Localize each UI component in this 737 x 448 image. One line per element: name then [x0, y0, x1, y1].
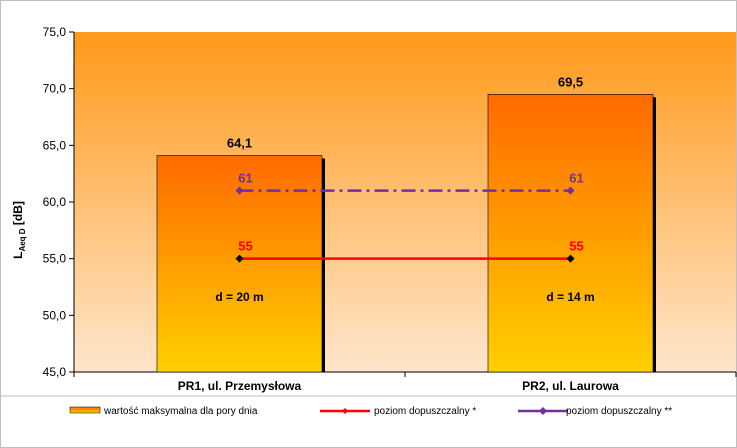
- legend-marker: [539, 407, 547, 415]
- y-tick-label: 65,0: [43, 138, 67, 152]
- legend-label: poziom dopuszczalny **: [566, 406, 672, 417]
- y-tick-label: 45,0: [43, 365, 67, 379]
- legend-label: wartość maksymalna dla pory dnia: [103, 406, 258, 417]
- limit-value-label: 55: [569, 239, 583, 254]
- limit-marker: [235, 254, 244, 263]
- limit-value-label: 55: [238, 239, 252, 254]
- y-axis-title: LAeq D [dB]: [11, 201, 27, 259]
- bar-value-label: 64,1: [227, 136, 252, 151]
- bar-value-label: 69,5: [558, 74, 583, 89]
- y-tick-label: 55,0: [43, 252, 67, 266]
- y-tick-label: 60,0: [43, 195, 67, 209]
- y-tick-label: 70,0: [43, 82, 67, 96]
- bar: [487, 94, 654, 373]
- limit-value-label: 61: [238, 171, 252, 186]
- y-tick-label: 75,0: [43, 25, 67, 39]
- legend-swatch-bar: [69, 406, 101, 414]
- legend: wartość maksymalna dla pory dnia poziom d…: [0, 395, 737, 417]
- limit-marker: [566, 186, 575, 195]
- legend-label: poziom dopuszczalny *: [374, 406, 476, 417]
- y-tick-label: 50,0: [43, 308, 67, 322]
- x-tick-label: PR2, ul. Laurowa: [522, 379, 619, 393]
- limit-marker: [566, 254, 575, 263]
- limit-marker: [235, 186, 244, 195]
- limit-value-label: 61: [569, 171, 583, 186]
- bar-note: d = 20 m: [215, 290, 263, 304]
- x-tick-label: PR1, ul. Przemysłowa: [178, 379, 302, 393]
- legend-marker: [342, 408, 348, 414]
- bar-note: d = 14 m: [546, 290, 594, 304]
